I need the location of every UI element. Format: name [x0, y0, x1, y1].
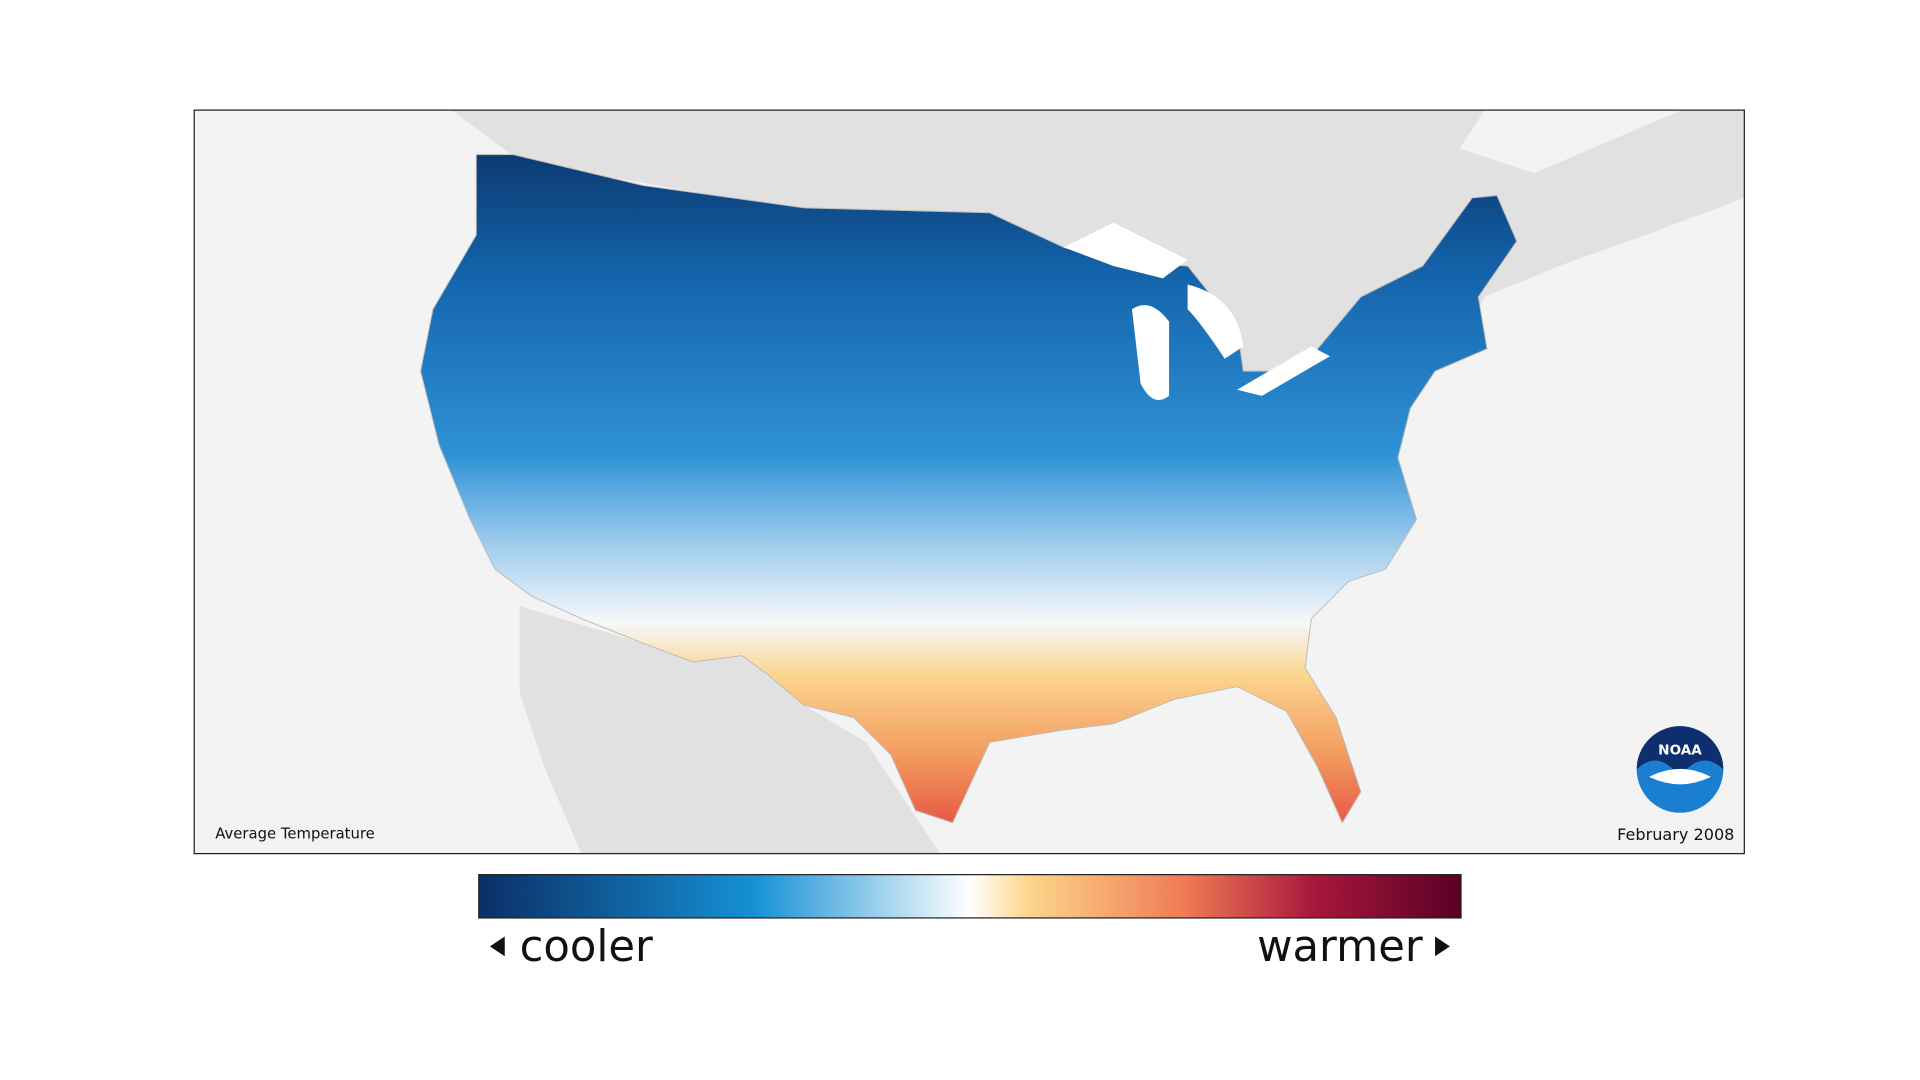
lake-superior — [1063, 222, 1188, 279]
basemap — [420, 110, 1745, 854]
cooler-arrow — [489, 936, 505, 957]
logo-text: NOAA — [1658, 743, 1702, 759]
warmer-arrow — [1435, 936, 1450, 957]
map-date: February 2008 — [1617, 825, 1734, 844]
lake-michigan — [1131, 305, 1170, 400]
map-title: Average Temperature — [215, 826, 375, 843]
mexico — [519, 606, 941, 854]
warmer-label: warmer — [1257, 922, 1423, 972]
lake-erie-ontario — [1237, 346, 1330, 396]
lake-huron — [1187, 284, 1244, 359]
map-frame — [193, 109, 1745, 855]
color-scale — [478, 874, 1462, 919]
logo-bird — [1649, 768, 1711, 785]
noaa-logo: NOAA — [1636, 726, 1724, 813]
logo-top — [1636, 726, 1724, 777]
cooler-label: cooler — [520, 922, 653, 972]
